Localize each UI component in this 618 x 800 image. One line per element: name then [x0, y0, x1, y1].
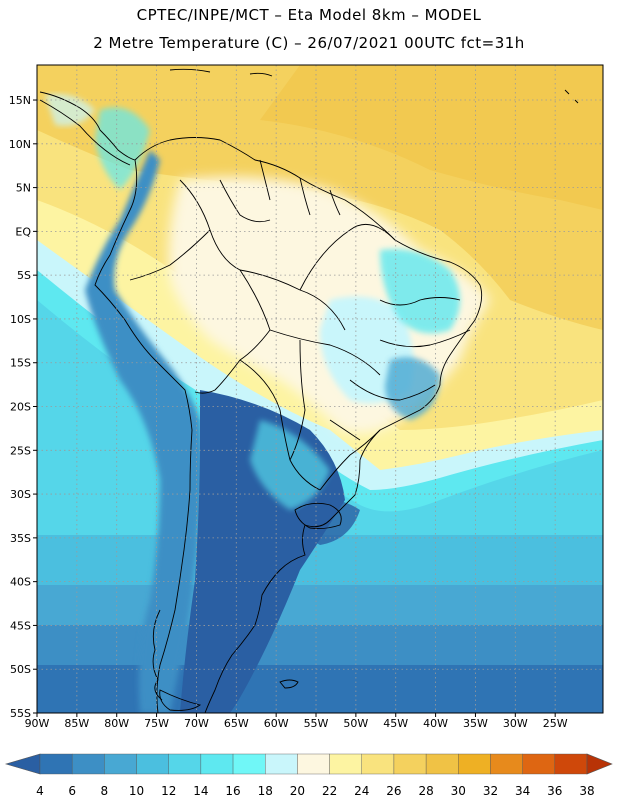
colorbar-swatch: [329, 753, 362, 775]
lat-lon-grid: [37, 65, 603, 713]
lon-tick-label: 30W: [503, 717, 528, 730]
lat-tick-label: 5S: [17, 269, 31, 282]
lon-tick-label: 35W: [463, 717, 488, 730]
colorbar-swatch: [265, 753, 298, 775]
lat-tick-label: 25S: [10, 444, 31, 457]
lat-tick-label: 10N: [9, 138, 31, 151]
lat-tick-label: 5N: [16, 182, 31, 195]
colorbar-high-arrow: [586, 753, 613, 775]
latitude-axis: 15N 10N 5N EQ 5S 10S 15S 20S 25S 30S 35S 40S 45S 50S 5…: [9, 94, 37, 720]
colorbar-label: 18: [258, 784, 273, 798]
lon-tick-label: 40W: [423, 717, 448, 730]
colorbar-swatch: [168, 753, 202, 775]
colorbar-label: 8: [101, 784, 109, 798]
colorbar-swatch: [136, 753, 169, 775]
map-title: CPTEC/INPE/MCT – Eta Model 8km – MODEL: [136, 6, 482, 24]
colorbar-swatch: [425, 753, 459, 775]
colorbar-swatch: [361, 753, 395, 775]
colorbar-label: 38: [579, 784, 594, 798]
colorbar-label: 30: [451, 784, 466, 798]
colorbar-swatch: [522, 753, 556, 775]
lat-tick-label: 50S: [10, 663, 31, 676]
colorbar-swatch: [39, 753, 73, 775]
lon-tick-label: 50W: [343, 717, 368, 730]
lat-tick-label: 30S: [10, 488, 31, 501]
colorbar-swatch: [104, 753, 137, 775]
lat-tick-label: 10S: [10, 313, 31, 326]
lon-tick-label: 65W: [224, 717, 249, 730]
colorbar-label: 10: [129, 784, 144, 798]
colorbar-swatch: [458, 753, 491, 775]
temperature-field: [37, 65, 603, 713]
colorbar-swatch: [71, 753, 105, 775]
colorbar-swatch: [200, 753, 234, 775]
colorbar-swatch: [232, 753, 266, 775]
lat-tick-label: 35S: [10, 532, 31, 545]
colorbar-label: 22: [322, 784, 337, 798]
temperature-colorbar: 4 6 8 10 12 14 16 18 20 22 24 26 28 30 32 34 36 38: [4, 753, 613, 798]
longitude-axis: 90W 85W 80W 75W 70W 65W 60W 55W 50W 45W 40W 35W 30W 2…: [25, 713, 568, 730]
colorbar-swatch: [490, 753, 523, 775]
colorbar-label: 34: [515, 784, 530, 798]
lon-tick-label: 45W: [383, 717, 408, 730]
colorbar-label: 32: [483, 784, 498, 798]
colorbar-label: 20: [290, 784, 305, 798]
lat-tick-label: 20S: [10, 401, 31, 414]
colorbar-label: 14: [193, 784, 208, 798]
colorbar-label: 26: [386, 784, 401, 798]
colorbar-swatch: [554, 753, 588, 775]
colorbar-label: 28: [418, 784, 433, 798]
colorbar-label: 6: [68, 784, 76, 798]
lat-tick-label: 55S: [10, 707, 31, 720]
colorbar-swatch: [393, 753, 427, 775]
lat-tick-label: 15S: [10, 357, 31, 370]
colorbar-label: 24: [354, 784, 369, 798]
lat-tick-label: 40S: [10, 576, 31, 589]
lon-tick-label: 85W: [64, 717, 89, 730]
lon-tick-label: 75W: [144, 717, 169, 730]
lon-tick-label: 80W: [104, 717, 129, 730]
lon-tick-label: 90W: [25, 717, 50, 730]
lon-tick-label: 70W: [184, 717, 209, 730]
lon-tick-label: 55W: [304, 717, 329, 730]
lat-tick-label: 45S: [10, 619, 31, 632]
map-subtitle: 2 Metre Temperature (C) – 26/07/2021 00U…: [93, 34, 525, 52]
lon-tick-label: 25W: [543, 717, 568, 730]
colorbar-swatch: [297, 753, 330, 775]
coastlines: [39, 68, 579, 713]
colorbar-label: 4: [36, 784, 44, 798]
plot-frame: [36, 64, 604, 714]
colorbar-label: 36: [547, 784, 562, 798]
colorbar-label: 16: [225, 784, 240, 798]
lat-tick-label: 15N: [9, 94, 31, 107]
lon-tick-label: 60W: [264, 717, 289, 730]
colorbar-low-arrow: [4, 753, 41, 775]
lat-tick-label: EQ: [15, 225, 31, 238]
colorbar-label: 12: [161, 784, 176, 798]
